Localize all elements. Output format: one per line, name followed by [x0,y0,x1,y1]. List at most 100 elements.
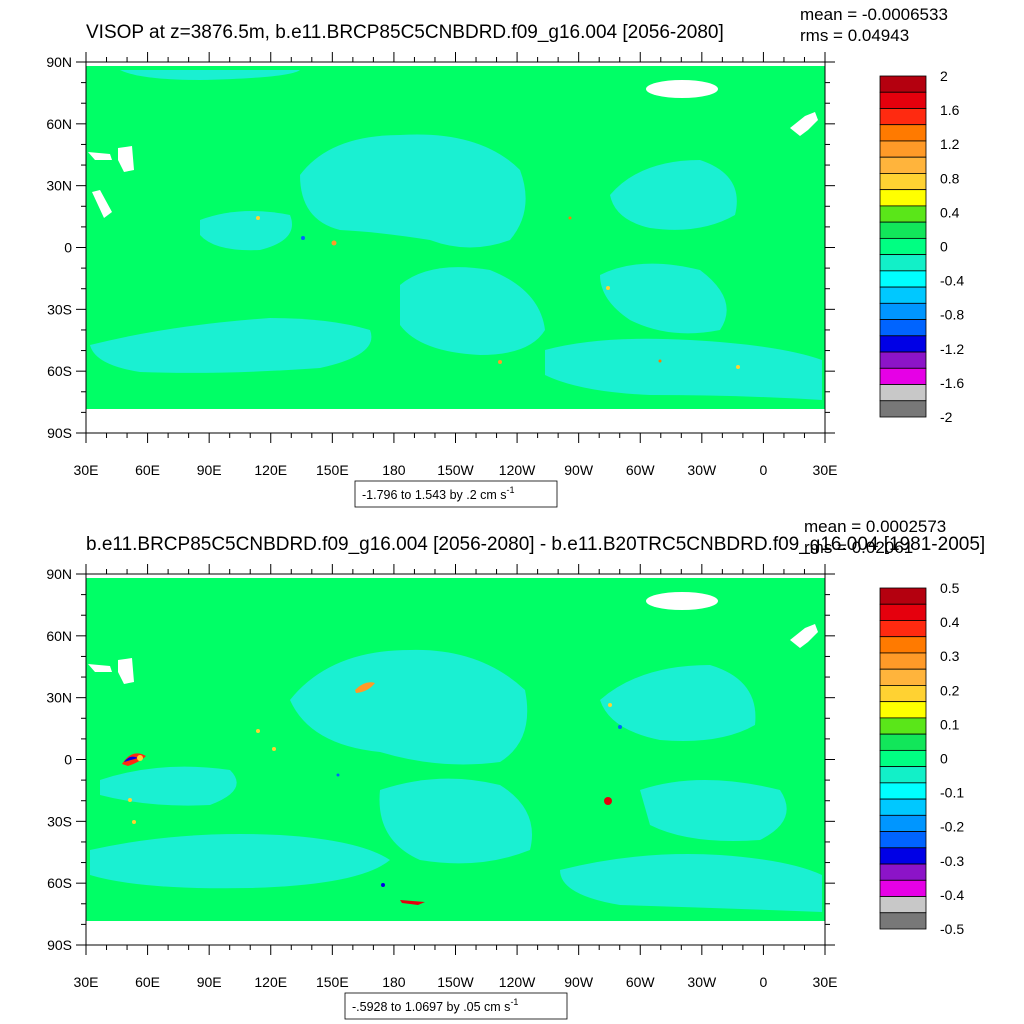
colorbar-label: 0.1 [940,716,960,732]
x-tick-label: 0 [760,462,768,478]
anomaly-spot [658,359,662,363]
anomaly-spot [128,798,132,802]
colorbar-swatch [879,205,927,223]
colorbar-swatch [879,652,927,670]
low-region [90,834,390,889]
x-tick-label: 90E [197,974,222,990]
colorbar-label: 0.4 [940,614,960,630]
y-tick-label: 0 [64,240,72,256]
colorbar-label: 0 [940,751,948,767]
x-tick-label: 30W [687,974,717,990]
colorbar-label: 0.5 [940,580,960,596]
colorbar-label: 0.4 [940,204,960,220]
land-mask [790,624,818,648]
colorbar-swatch [879,286,927,304]
colorbar-swatch [879,335,927,353]
y-tick-label: 60S [47,875,72,891]
x-tick-label: 30E [813,462,838,478]
x-tick-label: 30W [687,462,717,478]
anomaly-spot [124,756,138,762]
panel-2-colorbar: 0.5 0.4 0.3 0.2 0.1 0 -0.1 -0.2 -0.3 -0.4 -0.5 [879,580,964,937]
y-tick-label: 90S [47,425,72,441]
colorbar-swatch [879,400,927,418]
colorbar-swatch [879,91,927,109]
anomaly-spot [256,216,260,220]
low-region [560,854,822,912]
panel-2-map [86,574,825,945]
colorbar-swatch [879,814,927,832]
low-region [300,134,526,248]
colorbar-swatch [879,733,927,751]
low-region [600,665,756,741]
low-region [290,649,528,765]
colorbar-swatch [879,108,927,126]
y-tick-label: 30N [46,690,72,706]
anomaly-spot [606,286,610,290]
panel-2-x-tick-labels: 30E 60E 90E 120E 150E 180 150W 120W 90W 60W 30W 0 30… [74,974,838,990]
colorbar-swatch [879,831,927,849]
anomaly-spot [608,703,612,707]
colorbar-swatch [879,912,927,930]
colorbar-label: 0.3 [940,648,960,664]
panel-2-mean: mean = 0.0002573 [804,517,946,536]
y-tick-label: 90N [46,54,72,70]
y-tick-label: 0 [64,752,72,768]
land-mask [646,80,718,98]
colorbar-swatch [879,367,927,385]
colorbar-label: -0.3 [940,853,964,869]
low-region [379,778,532,864]
panel-1: VISOP at z=3876.5m, b.e11.BRCP85C5CNBDRD… [46,5,964,508]
colorbar-swatch [879,685,927,703]
anomaly-spot [736,365,740,369]
colorbar-label: -1.6 [940,375,964,391]
colorbar-swatch [879,782,927,800]
panel-1-mean: mean = -0.0006533 [800,5,948,24]
y-tick-label: 30S [47,301,72,317]
colorbar-label: -0.2 [940,819,964,835]
panel-2-title: b.e11.BRCP85C5CNBDRD.f09_g16.004 [2056-2… [86,534,985,555]
anomaly-spot [618,725,622,729]
land-mask [88,658,134,684]
colorbar-label: -0.4 [940,273,964,289]
x-tick-label: 120W [499,974,536,990]
anomaly-spot [132,820,136,824]
x-tick-label: 90E [197,462,222,478]
colorbar-swatch [879,319,927,337]
colorbar-label: 0.8 [940,170,960,186]
colorbar-swatch [879,221,927,239]
colorbar-label: -0.8 [940,307,964,323]
anomaly-spot [336,773,340,777]
colorbar-swatch [879,254,927,272]
y-tick-label: 30N [46,178,72,194]
colorbar-swatch [879,189,927,207]
x-tick-label: 0 [760,974,768,990]
anomaly-spot [381,883,385,887]
anomaly-spot [137,755,143,761]
x-tick-label: 30E [74,462,99,478]
colorbar-label: -0.1 [940,785,964,801]
low-region [100,766,237,806]
colorbar-swatch [879,766,927,784]
panel-1-range-box [354,480,558,508]
colorbar-label: 2 [940,68,948,84]
colorbar-swatch [879,75,927,93]
colorbar-swatch [879,701,927,719]
colorbar-swatch [879,636,927,654]
low-region [545,338,822,400]
low-region [600,263,727,334]
y-tick-label: 60S [47,363,72,379]
colorbar-swatch [879,798,927,816]
colorbar-label: -0.5 [940,921,964,937]
land-mask [88,146,134,218]
panel-1-y-tick-labels: 90N 60N 30N 0 30S 60S 90S [46,54,72,441]
panel-2-y-tick-labels: 90N 60N 30N 0 30S 60S 90S [46,566,72,953]
colorbar-swatch [879,847,927,865]
colorbar-swatch [879,603,927,621]
low-region [120,70,300,80]
colorbar-label: 1.2 [940,136,960,152]
colorbar-swatch [879,896,927,914]
colorbar-label: -2 [940,409,953,425]
low-region [200,211,292,251]
y-tick-label: 90S [47,937,72,953]
land-mask [790,112,818,136]
